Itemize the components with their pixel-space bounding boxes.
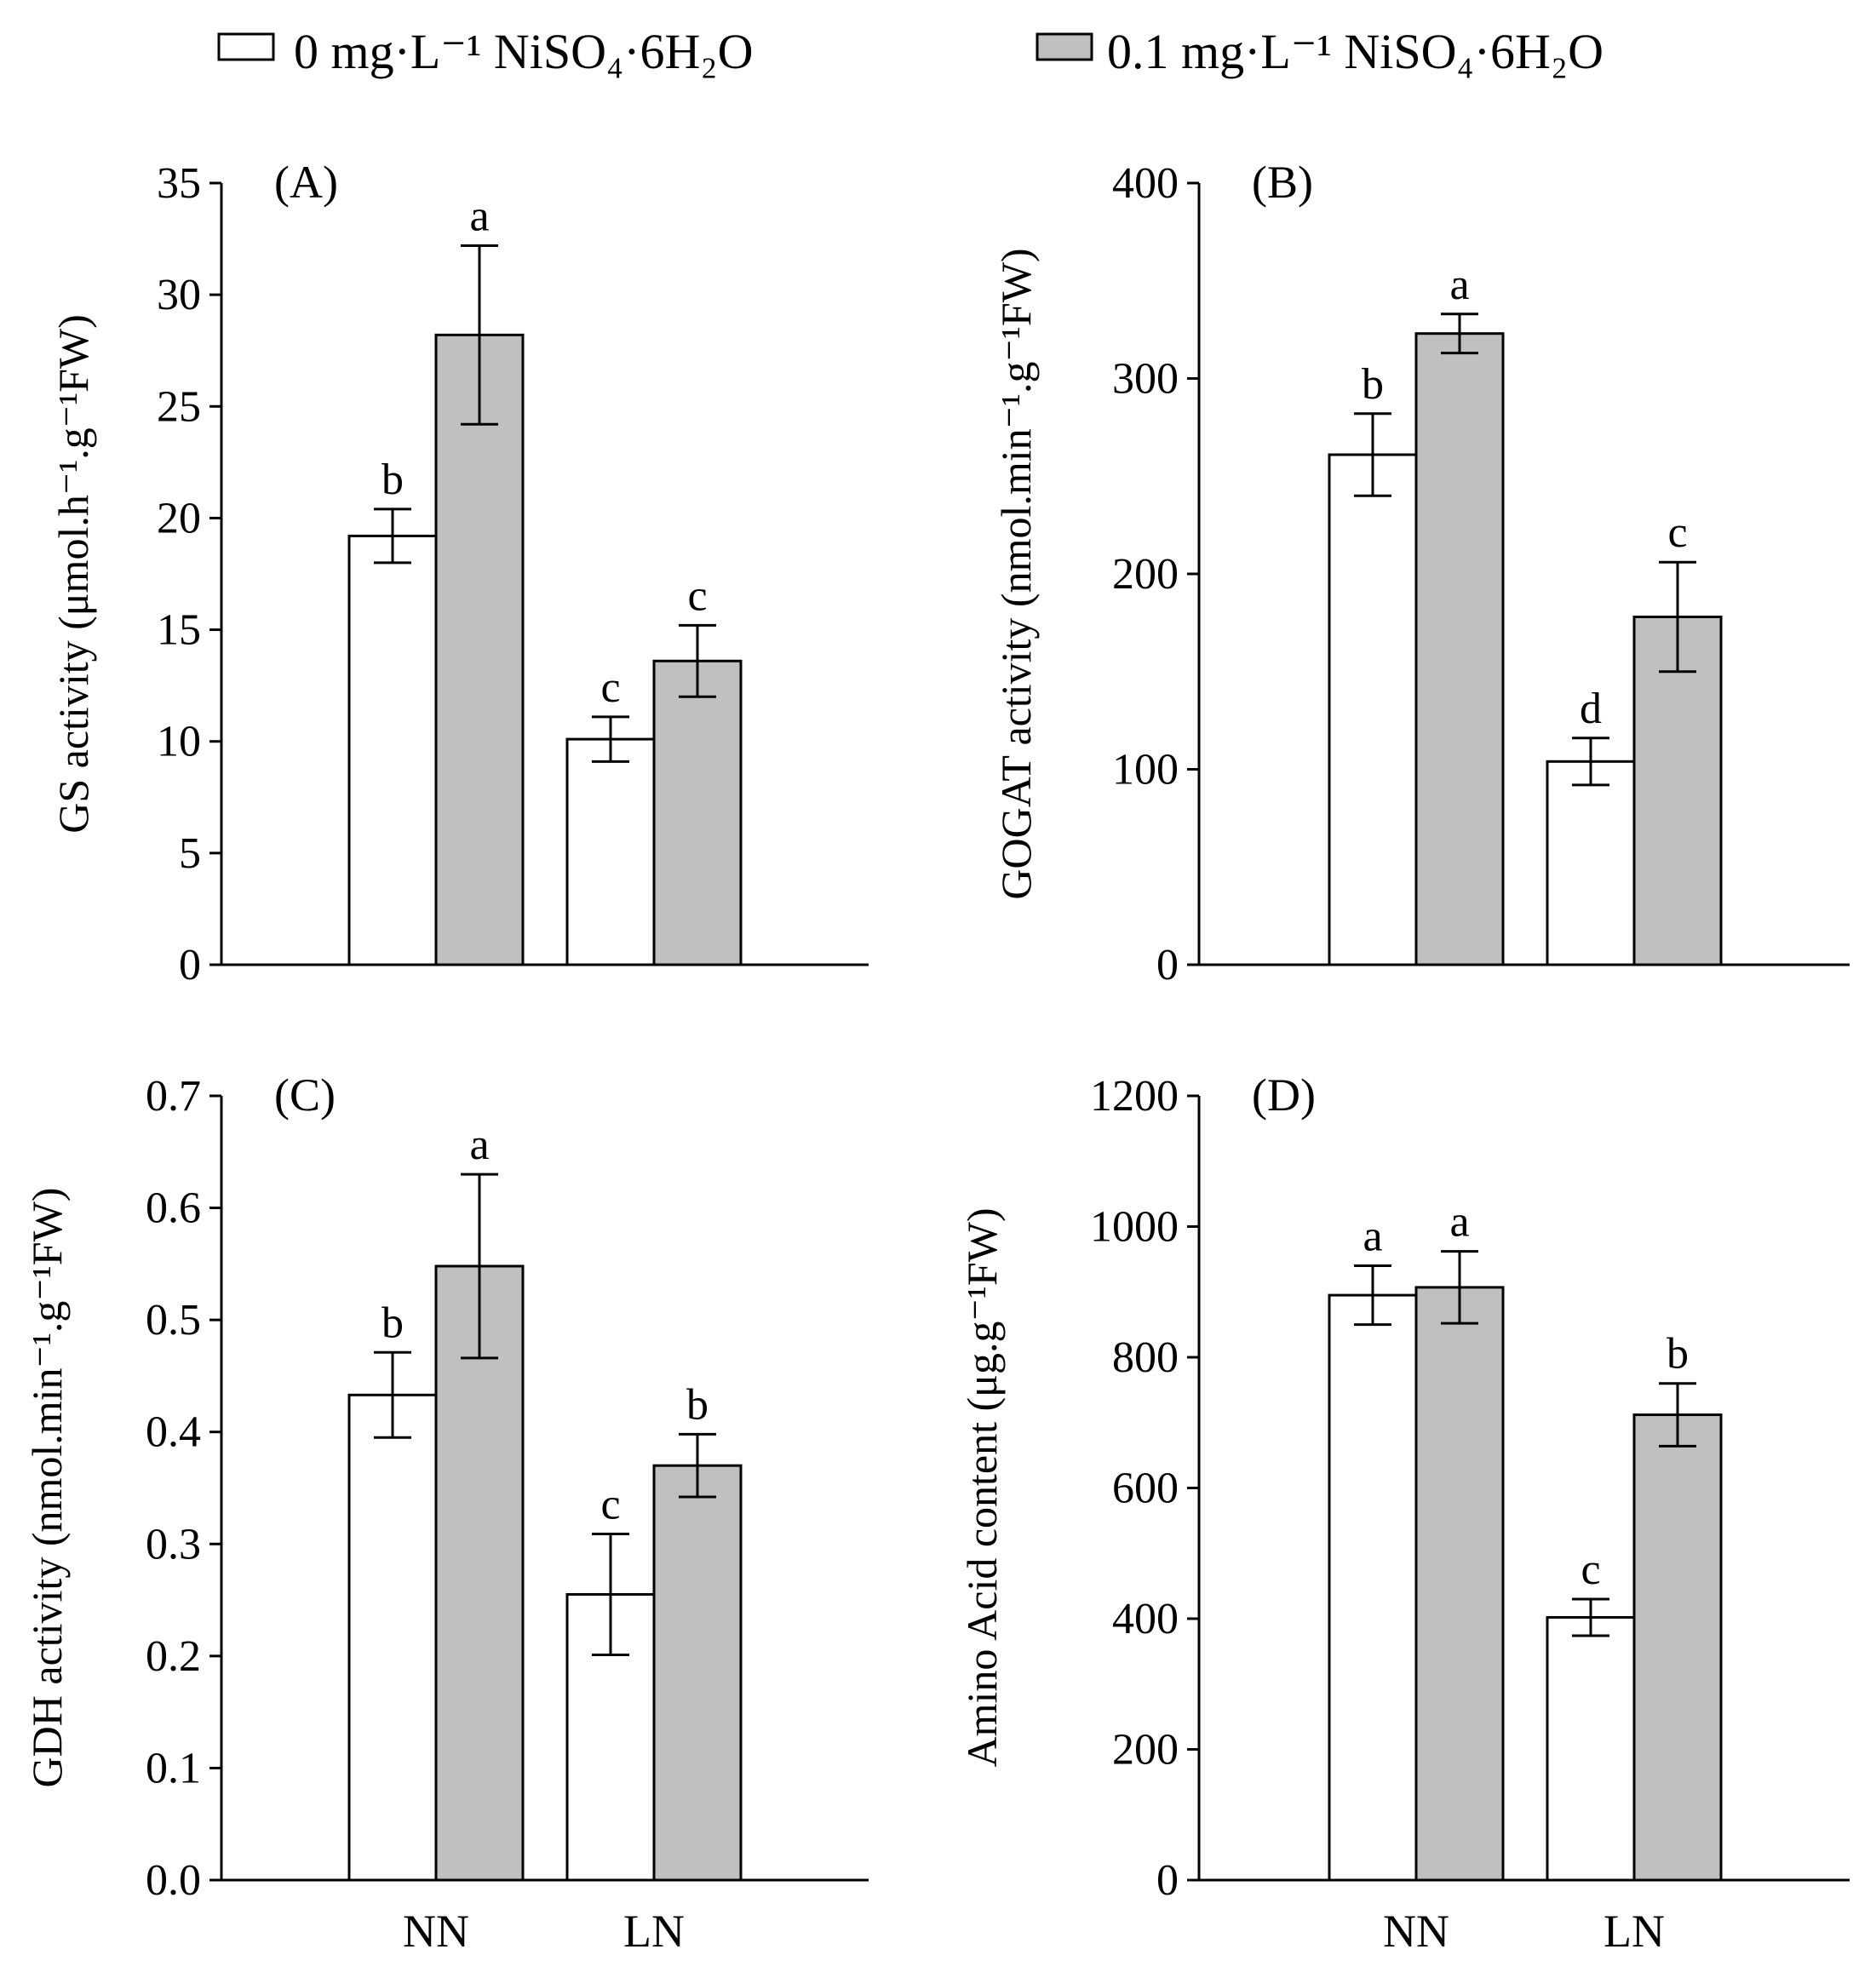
panel-label: (C) xyxy=(274,1069,336,1121)
significance-letter: b xyxy=(382,1299,404,1347)
legend: 0 mg·L⁻¹ NiSO₄·6H₂O 0.1 mg·L⁻¹ NiSO₄·6H₂… xyxy=(217,24,1603,79)
x-category-label: LN xyxy=(1603,1906,1665,1957)
y-tick-label: 20 xyxy=(157,494,201,542)
bar xyxy=(1414,332,1505,966)
significance-letter: a xyxy=(469,192,489,240)
y-tick-label: 10 xyxy=(157,718,201,766)
y-tick-label: 0 xyxy=(1156,1856,1179,1905)
legend-label-1: 0.1 mg·L⁻¹ NiSO₄·6H₂O xyxy=(1107,24,1603,79)
significance-letter: c xyxy=(600,663,620,712)
bar xyxy=(347,1393,438,1882)
panel-label: (D) xyxy=(1252,1069,1316,1121)
significance-letter: b xyxy=(686,1380,709,1429)
bar xyxy=(652,1464,743,1882)
y-tick-label: 300 xyxy=(1112,355,1179,404)
x-category-label: NN xyxy=(403,1906,469,1957)
panel-label: (B) xyxy=(1252,157,1313,208)
y-tick-label: 200 xyxy=(1112,550,1179,599)
y-tick-label: 0.4 xyxy=(146,1408,201,1457)
y-tick-label: 1000 xyxy=(1090,1203,1179,1252)
significance-letter: c xyxy=(1581,1545,1600,1594)
y-tick-label: 100 xyxy=(1112,746,1179,794)
significance-letter: d xyxy=(1580,685,1602,733)
y-tick-label: 400 xyxy=(1112,159,1179,208)
legend-swatch-1 xyxy=(1036,32,1093,61)
y-tick-label: 15 xyxy=(157,606,201,655)
bar xyxy=(652,659,743,966)
y-axis-label: Amino Acid content (μg.g⁻¹FW) xyxy=(958,1208,1006,1768)
x-category-label: NN xyxy=(1383,1906,1449,1957)
significance-letter: c xyxy=(687,571,707,620)
significance-letter: a xyxy=(469,1121,489,1169)
bar xyxy=(1328,1293,1418,1882)
significance-letter: c xyxy=(600,1480,620,1528)
bars-layer: 0100200300400baNNdcLN xyxy=(1112,159,1723,989)
y-tick-label: 200 xyxy=(1112,1726,1179,1774)
significance-letter: a xyxy=(1363,1213,1382,1261)
y-tick-label: 0.5 xyxy=(146,1296,201,1344)
significance-letter: b xyxy=(1362,360,1384,409)
y-tick-label: 0.7 xyxy=(146,1072,201,1121)
y-tick-label: 30 xyxy=(157,271,201,319)
bar xyxy=(434,333,525,966)
bar xyxy=(1414,1286,1505,1882)
significance-letter: c xyxy=(1667,508,1687,557)
y-tick-label: 600 xyxy=(1112,1465,1179,1513)
y-axis-label: GDH activity (nmol.min⁻¹.g⁻¹FW) xyxy=(23,1188,71,1788)
y-tick-label: 5 xyxy=(179,829,201,878)
panel-a: (A) GS activity (μmol.h⁻¹.g⁻¹FW) 0 5 10 15 2… xyxy=(49,157,869,989)
legend-swatch-0 xyxy=(217,32,275,61)
significance-letter: a xyxy=(1449,1198,1469,1247)
y-tick-label: 0.3 xyxy=(146,1520,201,1568)
y-tick-label: 0.6 xyxy=(146,1184,201,1233)
significance-letter: a xyxy=(1449,261,1469,309)
significance-letter: b xyxy=(1667,1330,1689,1379)
bar xyxy=(347,534,438,966)
panel-d: (D) Amino Acid content (μg.g⁻¹FW) 0 200 40… xyxy=(958,1069,1850,1957)
y-tick-label: 0.2 xyxy=(146,1632,201,1681)
y-tick-label: 35 xyxy=(157,159,201,208)
y-tick-label: 800 xyxy=(1112,1333,1179,1382)
panel-c: (C) GDH activity (nmol.min⁻¹.g⁻¹FW) 0.00… xyxy=(23,1069,869,1957)
significance-letter: b xyxy=(382,456,404,504)
bar xyxy=(565,737,656,966)
y-tick-label: 25 xyxy=(157,382,201,431)
bars-layer: 05101520253035baNNccLN xyxy=(157,159,743,989)
y-tick-label: 0 xyxy=(179,941,201,989)
legend-label-0: 0 mg·L⁻¹ NiSO₄·6H₂O xyxy=(294,24,754,79)
y-axis-label: GOGAT activity (nmol.min⁻¹.g⁻¹FW) xyxy=(992,248,1040,899)
y-tick-label: 1200 xyxy=(1090,1072,1179,1121)
bars-layer: 0.0 0.1 0.2 0.3 0.4 0.5 0.6 0.7 b a NN c b LN xyxy=(146,1072,743,1957)
y-tick-label: 400 xyxy=(1112,1595,1179,1643)
bar xyxy=(1546,1615,1636,1882)
bar xyxy=(434,1264,525,1882)
bar xyxy=(1632,615,1723,966)
y-tick-label: 0.1 xyxy=(146,1744,201,1792)
y-axis-label: GS activity (μmol.h⁻¹.g⁻¹FW) xyxy=(49,314,97,834)
panel-b: (B) GOGAT activity (nmol.min⁻¹.g⁻¹FW) 0 1… xyxy=(992,157,1850,989)
bar xyxy=(1632,1413,1723,1882)
x-category-label: LN xyxy=(623,1906,685,1957)
panel-label: (A) xyxy=(274,157,338,208)
y-tick-label: 0.0 xyxy=(146,1856,201,1905)
y-tick-label: 0 xyxy=(1156,941,1179,989)
bars-layer: 0 200 400 600 800 1000 1200 a a NN c b LN xyxy=(1090,1072,1723,1957)
bar xyxy=(1546,760,1636,966)
bar xyxy=(1328,453,1418,966)
